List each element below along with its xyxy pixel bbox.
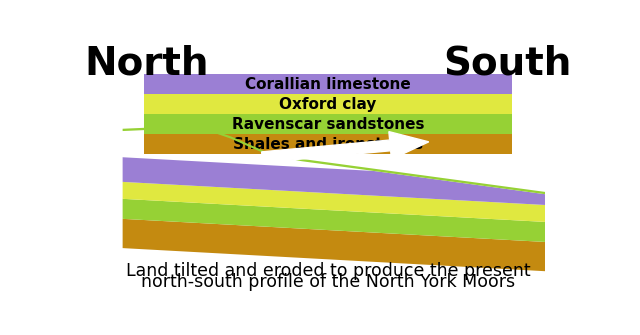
Polygon shape [123,219,545,271]
Polygon shape [145,114,511,134]
Text: Oxford clay: Oxford clay [279,96,377,112]
Text: Land tilted and eroded to produce the present: Land tilted and eroded to produce the pr… [125,262,531,280]
Text: Corallian limestone: Corallian limestone [245,77,411,91]
Text: South: South [444,44,572,82]
Polygon shape [145,134,511,154]
Polygon shape [145,74,511,94]
Text: Shales and ironstones: Shales and ironstones [233,137,423,152]
Text: North: North [84,44,209,82]
Polygon shape [123,199,545,242]
Polygon shape [123,127,545,194]
Polygon shape [123,157,545,205]
Polygon shape [145,94,511,114]
Polygon shape [123,182,545,222]
Text: north-south profile of the North York Moors: north-south profile of the North York Mo… [141,273,515,291]
FancyArrow shape [262,132,429,162]
Text: Ravenscar sandstones: Ravenscar sandstones [232,117,424,132]
